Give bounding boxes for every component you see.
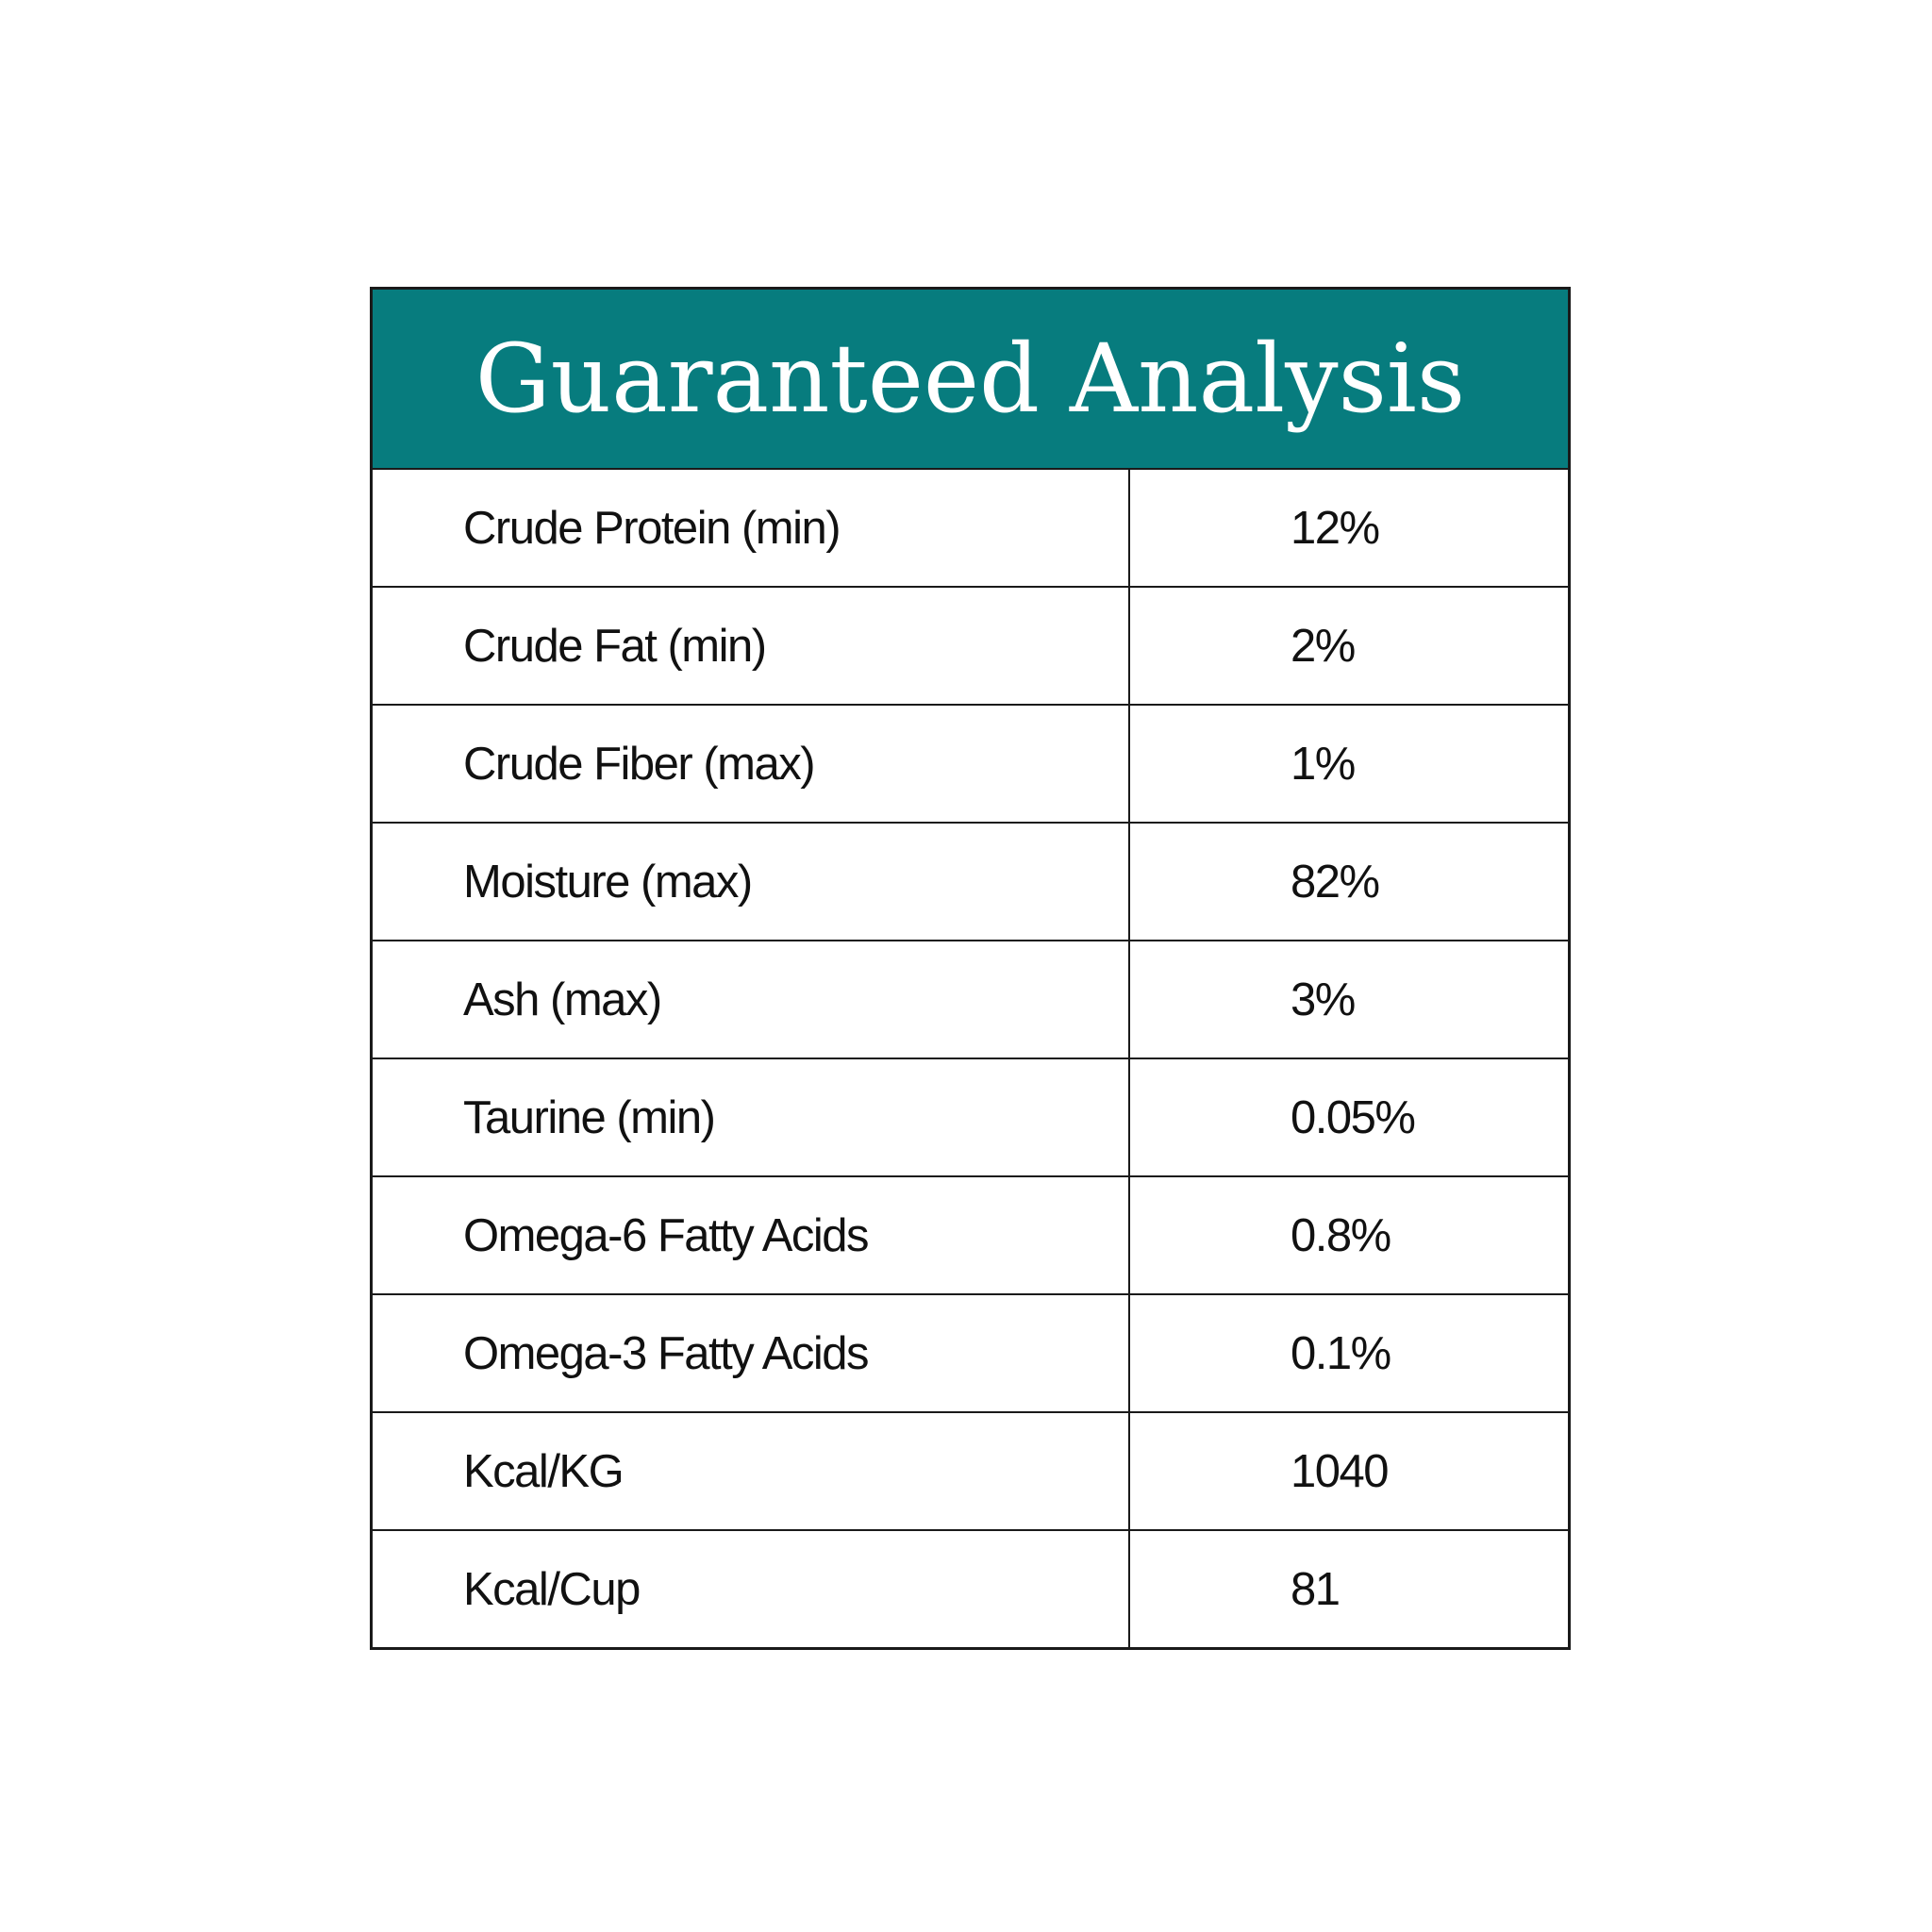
table-row: Taurine (min) 0.05%: [373, 1058, 1568, 1176]
table-row: Kcal/KG 1040: [373, 1411, 1568, 1530]
nutrient-label: Crude Fat (min): [373, 586, 1130, 705]
table-row: Kcal/Cup 81: [373, 1529, 1568, 1647]
nutrient-label: Moisture (max): [373, 822, 1130, 941]
nutrient-value: 82%: [1129, 822, 1568, 941]
table-row: Omega-6 Fatty Acids 0.8%: [373, 1175, 1568, 1294]
table-row: Crude Fat (min) 2%: [373, 586, 1568, 705]
nutrient-value: 3%: [1129, 940, 1568, 1058]
nutrient-label: Omega-6 Fatty Acids: [373, 1175, 1130, 1294]
analysis-table: Guaranteed Analysis Crude Protein (min) 1…: [370, 287, 1571, 1650]
nutrient-value: 0.05%: [1129, 1058, 1568, 1176]
nutrient-value: 1%: [1129, 704, 1568, 823]
table-row: Crude Protein (min) 12%: [373, 470, 1568, 587]
nutrient-label: Kcal/KG: [373, 1411, 1130, 1530]
nutrient-label: Taurine (min): [373, 1058, 1130, 1176]
table-row: Moisture (max) 82%: [373, 822, 1568, 941]
nutrient-label: Crude Fiber (max): [373, 704, 1130, 823]
nutrient-label: Omega-3 Fatty Acids: [373, 1293, 1130, 1412]
nutrient-value: 81: [1129, 1529, 1568, 1647]
nutrient-value: 2%: [1129, 586, 1568, 705]
table-row: Omega-3 Fatty Acids 0.1%: [373, 1293, 1568, 1412]
table-row: Crude Fiber (max) 1%: [373, 704, 1568, 823]
nutrient-label: Kcal/Cup: [373, 1529, 1130, 1647]
nutrient-label: Ash (max): [373, 940, 1130, 1058]
table-row: Ash (max) 3%: [373, 940, 1568, 1058]
nutrient-value: 0.8%: [1129, 1175, 1568, 1294]
table-body: Crude Protein (min) 12% Crude Fat (min) 2% C…: [373, 470, 1568, 1647]
nutrient-value: 1040: [1129, 1411, 1568, 1530]
table-title: Guaranteed Analysis: [373, 290, 1568, 470]
nutrient-label: Crude Protein (min): [373, 470, 1130, 587]
rows: Crude Protein (min) 12% Crude Fat (min) 2% C…: [373, 470, 1568, 1647]
nutrient-value: 12%: [1291, 502, 1380, 554]
nutrient-value: 0.1%: [1129, 1293, 1568, 1412]
